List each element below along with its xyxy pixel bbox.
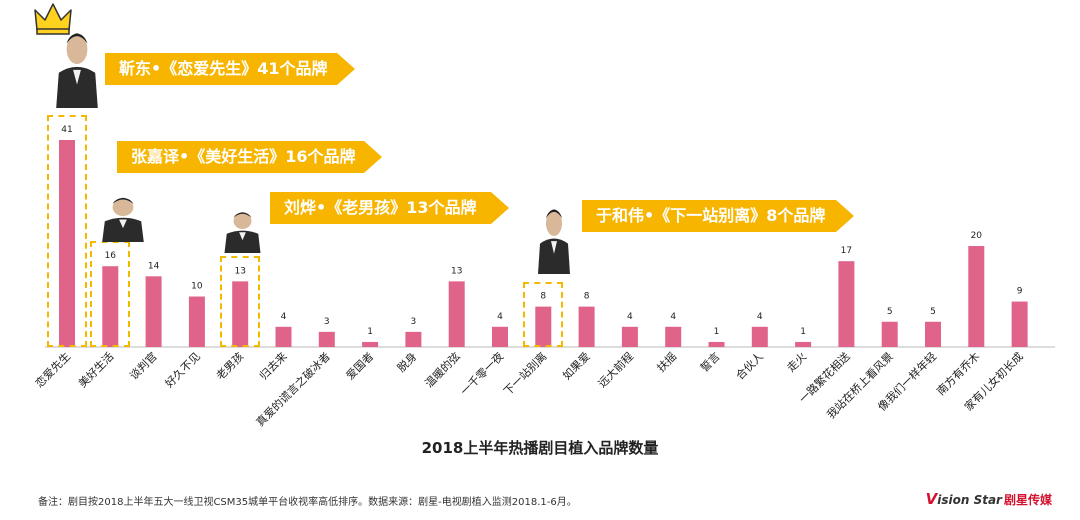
- data-label: 9: [1017, 287, 1023, 297]
- data-label: 1: [800, 327, 806, 337]
- bar: [708, 341, 725, 347]
- bar: [578, 306, 595, 347]
- bar: [102, 266, 119, 347]
- tick-label: 温暖的弦: [422, 349, 463, 390]
- data-label: 41: [61, 125, 72, 135]
- callout-banner: 靳东•《恋爱先生》41个品牌: [105, 53, 355, 85]
- callout-text: 于和伟•《下一站别离》8个品牌: [596, 206, 826, 225]
- bar: [621, 326, 638, 347]
- data-label: 4: [497, 312, 503, 322]
- data-label: 3: [411, 317, 417, 327]
- data-label: 5: [887, 307, 893, 317]
- callout-text: 靳东•《恋爱先生》41个品牌: [119, 59, 328, 78]
- actor-photo: [51, 20, 103, 108]
- bar: [492, 326, 508, 347]
- logo-cn: 剧星传媒: [1003, 493, 1052, 507]
- data-label: 3: [324, 317, 330, 327]
- tick-label: 爱国者: [344, 350, 377, 383]
- highlight-box: [523, 281, 564, 347]
- bar: [795, 341, 812, 347]
- tick-label: 老男孩: [214, 350, 247, 383]
- bar: [448, 281, 465, 347]
- data-label: 4: [670, 312, 676, 322]
- data-label: 16: [105, 251, 117, 261]
- crown-icon: [33, 2, 73, 40]
- data-label: 4: [281, 312, 287, 322]
- data-label: 13: [451, 266, 462, 276]
- bar: [838, 261, 855, 347]
- tick-label: 脱身: [394, 349, 419, 374]
- highlight-box: [90, 241, 131, 347]
- bar: [145, 276, 162, 347]
- bar: [318, 331, 335, 347]
- data-label: 14: [148, 261, 160, 271]
- actor-photo: [97, 190, 149, 242]
- highlight-box: [220, 256, 261, 347]
- tick-label: 一千零一夜: [457, 349, 506, 398]
- bar: [881, 321, 898, 347]
- callout-banner: 于和伟•《下一站别离》8个品牌: [582, 200, 854, 232]
- tick-label: 美好生活: [75, 349, 116, 390]
- callout-arrow: [491, 192, 509, 224]
- tick-label: 誓言: [698, 350, 723, 375]
- callout-banner: 刘烨•《老男孩》13个品牌: [270, 192, 509, 224]
- brand-logo: Vision Star 剧星传媒: [926, 490, 1052, 508]
- callout-arrow: [836, 200, 854, 232]
- data-label: 4: [757, 312, 763, 322]
- bar: [59, 140, 75, 347]
- callout-banner: 张嘉译•《美好生活》16个品牌: [117, 141, 382, 173]
- chart-title: 2018上半年热播剧目植入品牌数量: [421, 439, 659, 457]
- tick-label: 下一站别离: [501, 349, 550, 398]
- data-label: 1: [367, 327, 373, 337]
- tick-label: 远大前程: [595, 349, 636, 390]
- tick-label: 谈判官: [126, 349, 159, 382]
- bar: [968, 246, 985, 347]
- tick-label: 合伙人: [733, 349, 766, 382]
- logo-mark: V: [925, 490, 938, 508]
- bar: [665, 326, 682, 347]
- tick-label: 好久不见: [162, 349, 203, 390]
- data-label: 13: [234, 266, 245, 276]
- data-label: 8: [540, 292, 546, 302]
- data-label: 10: [191, 282, 203, 292]
- actor-photo: [220, 205, 265, 253]
- tick-label: 扶摇: [654, 349, 679, 374]
- bar: [535, 306, 552, 347]
- bar: [1011, 301, 1028, 347]
- callout-text: 刘烨•《老男孩》13个品牌: [284, 198, 477, 217]
- callout-arrow: [364, 141, 382, 173]
- bar: [232, 281, 249, 347]
- data-label: 1: [714, 327, 720, 337]
- tick-label: 真爱的谎言之破冰者: [253, 349, 333, 429]
- highlight-box: [47, 115, 87, 347]
- data-label: 17: [841, 246, 852, 256]
- tick-label: 恋爱先生: [32, 349, 73, 390]
- callout-arrow: [337, 53, 355, 85]
- data-label: 5: [930, 307, 936, 317]
- logo-text: ision Star: [937, 493, 1002, 507]
- callout-text: 张嘉译•《美好生活》16个品牌: [131, 147, 356, 166]
- bar: [925, 321, 941, 347]
- data-label: 20: [971, 231, 983, 241]
- actor-photo: [534, 198, 574, 274]
- tick-label: 归去来: [256, 349, 289, 382]
- data-label: 4: [627, 312, 633, 322]
- bar: [362, 341, 379, 347]
- bar: [405, 331, 422, 347]
- tick-label: 走火: [784, 350, 809, 375]
- bar: [751, 326, 768, 347]
- bar: [275, 326, 292, 347]
- data-label: 8: [584, 292, 590, 302]
- bar: [188, 296, 205, 347]
- tick-label: 如果爱: [559, 349, 592, 382]
- footnote: 备注：剧目按2018上半年五大一线卫视CSM35城单平台收视率高低排序。数据来源…: [38, 497, 577, 508]
